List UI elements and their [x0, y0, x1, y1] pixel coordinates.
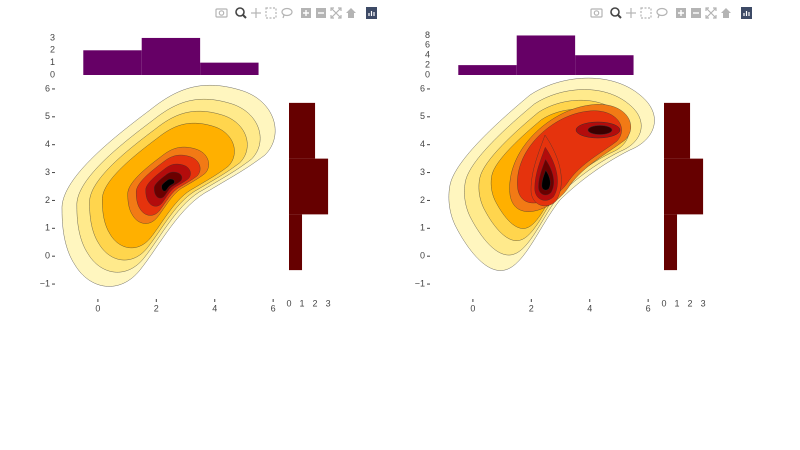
modebar [215, 7, 377, 19]
y-tick-label: 3 [420, 167, 425, 177]
camera-button[interactable] [590, 8, 603, 18]
zoom-button[interactable] [235, 7, 247, 19]
histogram-bar [516, 35, 576, 75]
lasso-button[interactable] [281, 7, 293, 19]
y-tick-label: 1 [50, 57, 55, 67]
x-tick-label: 0 [470, 303, 475, 313]
x-tick-label: 4 [212, 303, 217, 313]
histogram-bar [664, 158, 704, 215]
y-tick-label: 5 [45, 111, 50, 121]
x-tick-label: 6 [271, 303, 276, 313]
x-tick-label: 0 [661, 298, 666, 308]
zoom-in-button[interactable] [676, 8, 686, 18]
y-tick-label: 4 [420, 139, 425, 149]
y-tick-label: −1 [40, 278, 50, 288]
y-tick-label: 4 [425, 50, 430, 60]
y-tick-label: 6 [420, 83, 425, 93]
x-tick-label: 2 [313, 298, 318, 308]
x-tick-label: 1 [300, 298, 305, 308]
y-tick-label: 2 [50, 45, 55, 55]
y-tick-label: 1 [45, 223, 50, 233]
y-tick-label: 3 [45, 167, 50, 177]
histogram-bar [664, 102, 691, 159]
plotly-logo[interactable] [741, 7, 752, 19]
y-tick-label: 2 [45, 195, 50, 205]
y-tick-label: 0 [45, 251, 50, 261]
plotly-logo[interactable] [366, 7, 377, 19]
x-tick-label: 3 [326, 298, 331, 308]
y-tick-label: 6 [45, 83, 50, 93]
box-select-button[interactable] [640, 7, 652, 19]
reset-axes-button[interactable] [346, 8, 356, 18]
histogram-bar [289, 214, 303, 271]
y-tick-label: 5 [420, 111, 425, 121]
x-tick-label: 0 [95, 303, 100, 313]
y-tick-label: 0 [50, 69, 55, 79]
y-tick-label: −1 [415, 278, 425, 288]
reset-axes-button[interactable] [721, 8, 731, 18]
x-tick-label: 2 [154, 303, 159, 313]
y-tick-label: 0 [425, 69, 430, 79]
contour-level [587, 125, 613, 135]
x-tick-label: 2 [529, 303, 534, 313]
modebar [590, 7, 752, 19]
histogram-bar [83, 50, 142, 75]
autoscale-button[interactable] [705, 7, 717, 19]
zoom-button[interactable] [610, 7, 622, 19]
box-select-button[interactable] [265, 7, 277, 19]
zoom-out-button[interactable] [691, 8, 701, 18]
y-tick-label: 1 [420, 223, 425, 233]
histogram-bar [458, 65, 517, 75]
y-tick-label: 6 [425, 40, 430, 50]
y-tick-label: 8 [425, 30, 430, 40]
zoom-in-button[interactable] [301, 8, 311, 18]
x-tick-label: 2 [688, 298, 693, 308]
contour-level [542, 170, 551, 190]
x-tick-label: 0 [286, 298, 291, 308]
autoscale-button[interactable] [330, 7, 342, 19]
histogram-bar [289, 158, 329, 215]
pan-button[interactable] [251, 8, 261, 18]
x-tick-label: 4 [587, 303, 592, 313]
histogram-bar [664, 214, 678, 271]
y-tick-label: 2 [420, 195, 425, 205]
contour-level [162, 179, 175, 191]
x-tick-label: 3 [701, 298, 706, 308]
pan-button[interactable] [626, 8, 636, 18]
lasso-button[interactable] [656, 7, 668, 19]
camera-button[interactable] [215, 8, 228, 18]
y-tick-label: 3 [50, 32, 55, 42]
x-tick-label: 6 [646, 303, 651, 313]
contour-layer [62, 78, 655, 286]
y-tick-label: 4 [45, 139, 50, 149]
y-tick-label: 0 [420, 251, 425, 261]
histogram-bar [289, 102, 316, 159]
histogram-bar [575, 55, 634, 75]
histogram-bar [141, 37, 201, 75]
histogram-bar [200, 62, 259, 75]
y-tick-label: 2 [425, 59, 430, 69]
x-tick-label: 1 [675, 298, 680, 308]
zoom-out-button[interactable] [316, 8, 326, 18]
